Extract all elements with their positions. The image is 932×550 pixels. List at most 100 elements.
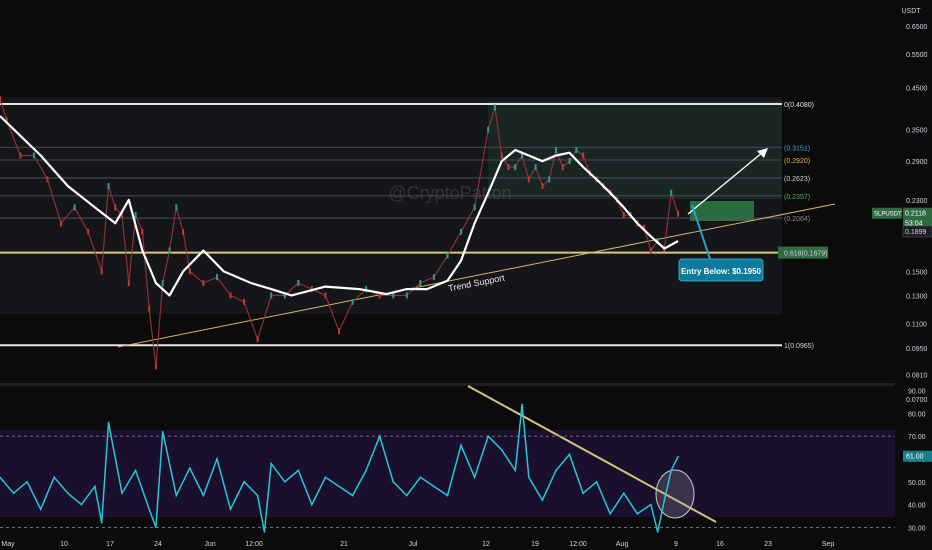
price-point[interactable] <box>270 292 273 299</box>
price-point[interactable] <box>514 164 517 171</box>
price-point[interactable] <box>582 152 585 159</box>
price-point[interactable] <box>127 279 130 286</box>
price-point[interactable] <box>202 279 205 286</box>
price-point[interactable] <box>351 298 354 305</box>
price-point[interactable] <box>100 268 103 275</box>
rsi-point[interactable] <box>80 503 83 506</box>
rsi-point[interactable] <box>433 485 435 488</box>
price-point[interactable] <box>175 204 178 211</box>
price-point[interactable] <box>73 204 76 211</box>
price-point[interactable] <box>87 228 90 235</box>
price-point[interactable] <box>656 237 659 244</box>
price-point[interactable] <box>521 152 524 159</box>
price-point[interactable] <box>649 247 652 254</box>
price-point[interactable] <box>365 286 368 293</box>
price-point[interactable] <box>215 274 218 281</box>
price-point[interactable] <box>643 224 646 231</box>
price-point[interactable] <box>32 152 35 159</box>
rsi-point[interactable] <box>324 476 327 479</box>
price-point[interactable] <box>493 104 496 111</box>
rsi-point[interactable] <box>446 494 449 497</box>
rsi-point[interactable] <box>67 492 69 495</box>
rsi-point[interactable] <box>297 469 300 472</box>
rsi-point[interactable] <box>256 494 259 497</box>
rsi-point[interactable] <box>263 531 266 533</box>
price-point[interactable] <box>60 220 63 227</box>
price-point[interactable] <box>256 336 259 343</box>
price-point[interactable] <box>141 228 144 235</box>
price-point[interactable] <box>541 182 544 189</box>
price-point[interactable] <box>46 176 49 183</box>
rsi-point[interactable] <box>100 522 103 524</box>
price-point[interactable] <box>568 158 571 165</box>
price-point[interactable] <box>229 292 232 299</box>
trend-support-line[interactable] <box>117 203 836 348</box>
price-point[interactable] <box>677 210 679 217</box>
rsi-point[interactable] <box>636 512 639 515</box>
rsi-point[interactable] <box>270 462 273 465</box>
rsi-point[interactable] <box>26 481 28 483</box>
rsi-point[interactable] <box>609 512 611 515</box>
price-point[interactable] <box>5 117 8 124</box>
rsi-point[interactable] <box>595 481 598 483</box>
price-point[interactable] <box>500 152 503 159</box>
rsi-point[interactable] <box>121 492 123 495</box>
rsi-point[interactable] <box>663 499 666 501</box>
price-point[interactable] <box>487 126 490 133</box>
price-point[interactable] <box>134 212 137 219</box>
price-point[interactable] <box>338 328 340 335</box>
price-point[interactable] <box>527 176 530 183</box>
price-point[interactable] <box>670 189 673 196</box>
rsi-point[interactable] <box>406 494 408 497</box>
rsi-point[interactable] <box>500 449 503 451</box>
rsi-point[interactable] <box>161 430 164 433</box>
rsi-point[interactable] <box>378 435 381 437</box>
rsi-point[interactable] <box>202 494 205 497</box>
rsi-point[interactable] <box>392 481 395 483</box>
price-point[interactable] <box>575 147 578 154</box>
price-point[interactable] <box>148 305 151 312</box>
price-point[interactable] <box>188 268 191 275</box>
rsi-point[interactable] <box>53 476 56 479</box>
price-point[interactable] <box>243 298 246 305</box>
rsi-point[interactable] <box>365 469 367 472</box>
price-point[interactable] <box>548 176 551 183</box>
price-point[interactable] <box>107 182 110 189</box>
rsi-point[interactable] <box>0 476 1 479</box>
rsi-point[interactable] <box>12 492 15 495</box>
rsi-point[interactable] <box>94 485 96 488</box>
rsi-point[interactable] <box>229 508 232 510</box>
rsi-trend-line[interactable] <box>467 385 717 523</box>
rsi-point[interactable] <box>568 453 571 456</box>
rsi-point[interactable] <box>582 492 584 495</box>
rsi-point[interactable] <box>189 467 191 469</box>
price-point[interactable] <box>392 292 395 299</box>
price-point[interactable] <box>554 147 557 154</box>
rsi-point[interactable] <box>541 499 544 501</box>
price-point[interactable] <box>19 152 22 159</box>
rsi-point[interactable] <box>677 455 679 458</box>
price-point[interactable] <box>324 292 327 299</box>
price-point[interactable] <box>297 279 300 286</box>
price-point[interactable] <box>182 228 185 235</box>
price-point[interactable] <box>432 274 435 281</box>
rsi-point[interactable] <box>148 508 150 510</box>
rsi-point[interactable] <box>656 531 659 533</box>
price-point[interactable] <box>283 292 286 299</box>
rsi-point[interactable] <box>460 444 462 447</box>
price-point[interactable] <box>378 292 381 299</box>
rsi-point[interactable] <box>175 494 178 497</box>
rsi-point[interactable] <box>555 469 557 472</box>
moving-average-line[interactable] <box>0 115 679 297</box>
rsi-point[interactable] <box>338 485 340 488</box>
price-point[interactable] <box>561 164 564 171</box>
rsi-point[interactable] <box>622 492 625 495</box>
rsi-point[interactable] <box>514 469 517 472</box>
rsi-point[interactable] <box>487 435 489 437</box>
rsi-point[interactable] <box>650 503 652 506</box>
price-point[interactable] <box>0 96 1 103</box>
price-point[interactable] <box>168 247 171 254</box>
rsi-point[interactable] <box>283 481 286 483</box>
price-point[interactable] <box>473 204 476 211</box>
